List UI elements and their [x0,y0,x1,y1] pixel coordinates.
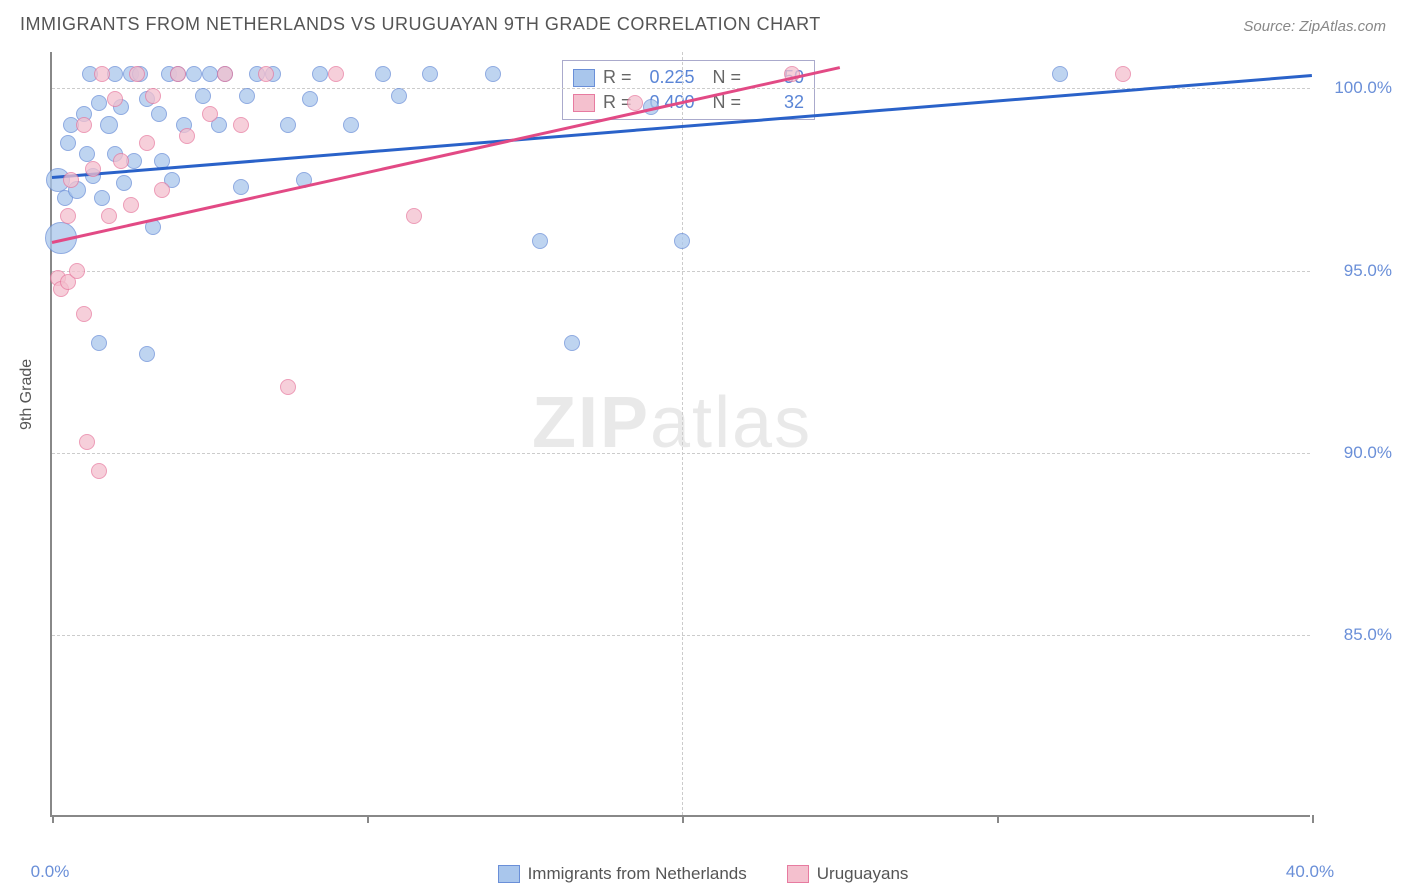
x-tick-label: 40.0% [1286,862,1334,882]
data-point [195,88,211,104]
gridline-h [52,453,1310,454]
data-point [217,66,233,82]
trend-line [52,67,840,245]
scatter-plot-area: ZIPatlas R =0.225N =50R =0.400N =32 [50,52,1310,817]
watermark: ZIPatlas [532,382,812,464]
data-point [375,66,391,82]
data-point [139,135,155,151]
data-point [312,66,328,82]
legend-item: Immigrants from Netherlands [498,864,747,884]
data-point [258,66,274,82]
data-point [202,66,218,82]
data-point [1052,66,1068,82]
data-point [343,117,359,133]
data-point [532,233,548,249]
data-point [239,88,255,104]
data-point [85,161,101,177]
data-point [139,346,155,362]
data-point [101,208,117,224]
data-point [233,179,249,195]
data-point [91,335,107,351]
data-point [422,66,438,82]
gridline-h [52,635,1310,636]
data-point [107,91,123,107]
data-point [116,175,132,191]
x-tick [682,815,684,823]
data-point [76,306,92,322]
data-point [60,208,76,224]
data-point [113,153,129,169]
y-axis-label: 9th Grade [18,359,36,430]
y-tick-label: 85.0% [1344,625,1392,645]
data-point [302,91,318,107]
data-point [91,463,107,479]
x-tick [997,815,999,823]
data-point [280,117,296,133]
data-point [674,233,690,249]
data-point [154,182,170,198]
data-point [233,117,249,133]
data-point [151,106,167,122]
data-point [564,335,580,351]
data-point [186,66,202,82]
y-tick-label: 95.0% [1344,261,1392,281]
legend: Immigrants from Netherlands Uruguayans [0,864,1406,884]
y-tick-label: 100.0% [1334,78,1392,98]
data-point [145,88,161,104]
x-tick [367,815,369,823]
data-point [179,128,195,144]
x-tick [52,815,54,823]
data-point [76,117,92,133]
data-point [328,66,344,82]
chart-title: IMMIGRANTS FROM NETHERLANDS VS URUGUAYAN… [20,14,821,34]
correlation-stats-box: R =0.225N =50R =0.400N =32 [562,60,815,120]
data-point [280,379,296,395]
data-point [1115,66,1131,82]
data-point [391,88,407,104]
legend-item: Uruguayans [787,864,909,884]
data-point [100,116,118,134]
data-point [63,172,79,188]
data-point [91,95,107,111]
data-point [129,66,145,82]
data-point [79,434,95,450]
data-point [94,190,110,206]
y-tick-label: 90.0% [1344,443,1392,463]
data-point [60,135,76,151]
data-point [69,263,85,279]
data-point [406,208,422,224]
stats-row: R =0.225N =50 [573,65,804,90]
data-point [485,66,501,82]
data-point [202,106,218,122]
gridline-v [682,52,683,815]
data-point [627,95,643,111]
source-attribution: Source: ZipAtlas.com [1243,18,1386,35]
data-point [94,66,110,82]
data-point [170,66,186,82]
x-tick-label: 0.0% [31,862,70,882]
gridline-h [52,271,1310,272]
data-point [123,197,139,213]
x-tick [1312,815,1314,823]
